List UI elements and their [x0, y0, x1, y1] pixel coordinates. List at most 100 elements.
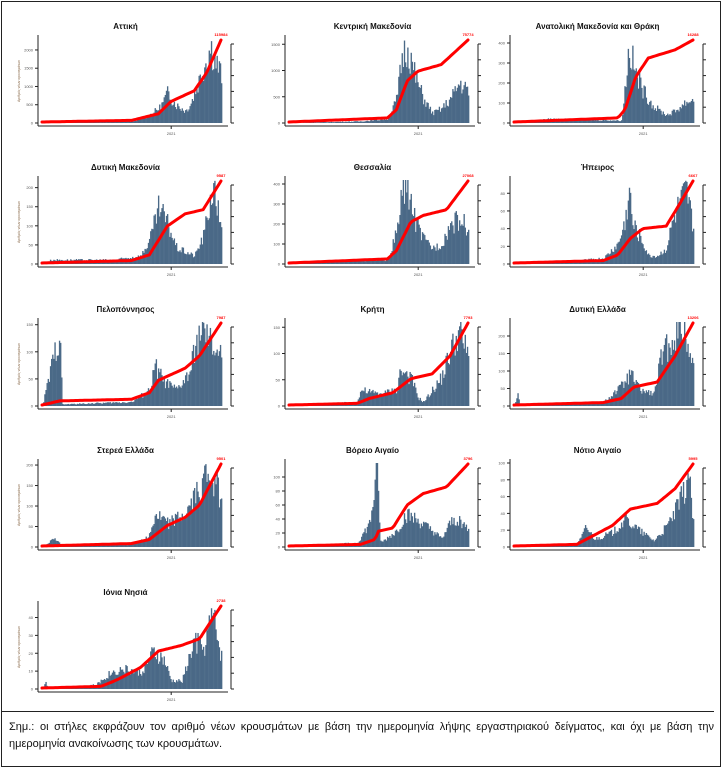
bar [687, 203, 689, 264]
bar [343, 261, 345, 264]
bar [359, 391, 362, 406]
bar [125, 544, 127, 547]
bar [689, 200, 691, 264]
bar [171, 105, 173, 123]
bar [668, 240, 670, 264]
bar [573, 545, 576, 547]
x-tick-label: 2021 [167, 131, 177, 136]
bar [178, 679, 180, 689]
bar [216, 639, 218, 689]
bar [615, 120, 617, 123]
bar [401, 526, 403, 547]
y-tick-label: 40 [29, 615, 34, 620]
bar [616, 531, 618, 547]
bar [404, 62, 407, 123]
bar [676, 322, 678, 406]
bar [168, 529, 170, 547]
bar [626, 373, 628, 406]
y-axis-label: Αριθμός νέων κρουσμάτων [17, 60, 21, 102]
bar [192, 100, 195, 123]
bar [596, 120, 598, 123]
bar [54, 538, 56, 547]
bar [444, 374, 446, 406]
bar [415, 82, 417, 123]
bar [661, 364, 663, 406]
bar [190, 103, 192, 123]
bar [460, 519, 462, 547]
bar [150, 113, 152, 123]
bar [686, 351, 688, 406]
bar [364, 387, 366, 406]
bar [428, 108, 430, 123]
bar [135, 669, 137, 689]
bar [394, 391, 397, 406]
bar [665, 524, 668, 547]
bar [138, 396, 141, 406]
chart-title: Θεσσαλία [353, 163, 392, 172]
bar [126, 545, 128, 547]
bar [465, 352, 468, 406]
bar [672, 219, 675, 264]
bar [114, 544, 116, 547]
bar [124, 673, 126, 689]
bar [221, 498, 223, 547]
bar [647, 390, 650, 406]
bar [145, 118, 147, 123]
bar [218, 351, 221, 406]
bar [205, 342, 207, 406]
bar [166, 379, 169, 406]
bar [691, 518, 694, 547]
bar [56, 355, 58, 406]
bar [219, 344, 222, 406]
bar [452, 225, 454, 264]
bar [383, 539, 385, 547]
bar [635, 380, 637, 406]
bar [90, 122, 92, 123]
bar [633, 528, 635, 547]
bar [604, 535, 606, 547]
bar [210, 608, 213, 689]
bar [430, 530, 433, 547]
chart-panel: Πελοπόννησος 0 50 100 150 Αριθμός νέων κρουσμ… [8, 297, 243, 432]
bar [172, 387, 174, 406]
x-tick-label: 2021 [639, 272, 649, 277]
bar [82, 403, 84, 406]
bar [652, 105, 654, 123]
bar [468, 229, 470, 264]
y-tick-label: 20 [29, 651, 34, 656]
bar [112, 121, 115, 123]
bar [407, 509, 409, 547]
bar [215, 206, 217, 264]
bar [117, 544, 119, 547]
bar [116, 121, 118, 123]
bar [87, 403, 89, 406]
bar [671, 521, 673, 547]
bar [607, 120, 609, 123]
bar [409, 371, 411, 406]
bar [457, 525, 460, 547]
bar [664, 525, 667, 547]
bar [678, 322, 680, 406]
chart-title: Ήπειρος [580, 163, 615, 172]
bar [367, 260, 370, 264]
bar [457, 230, 460, 264]
bar [376, 392, 379, 406]
bar [186, 513, 188, 547]
bar [123, 544, 125, 547]
x-tick-label: 2021 [167, 555, 177, 560]
bar [380, 540, 382, 547]
bar [390, 394, 392, 406]
bar [349, 260, 352, 264]
bar [673, 340, 676, 406]
bar [618, 528, 621, 547]
bar [395, 393, 398, 406]
bar [403, 513, 406, 547]
bar [139, 255, 142, 264]
bar [120, 121, 123, 123]
bar [421, 402, 424, 406]
bar [51, 539, 53, 547]
bar [189, 254, 191, 264]
bar [52, 538, 54, 547]
x-tick-label: 2021 [414, 272, 424, 277]
bar [601, 539, 604, 547]
